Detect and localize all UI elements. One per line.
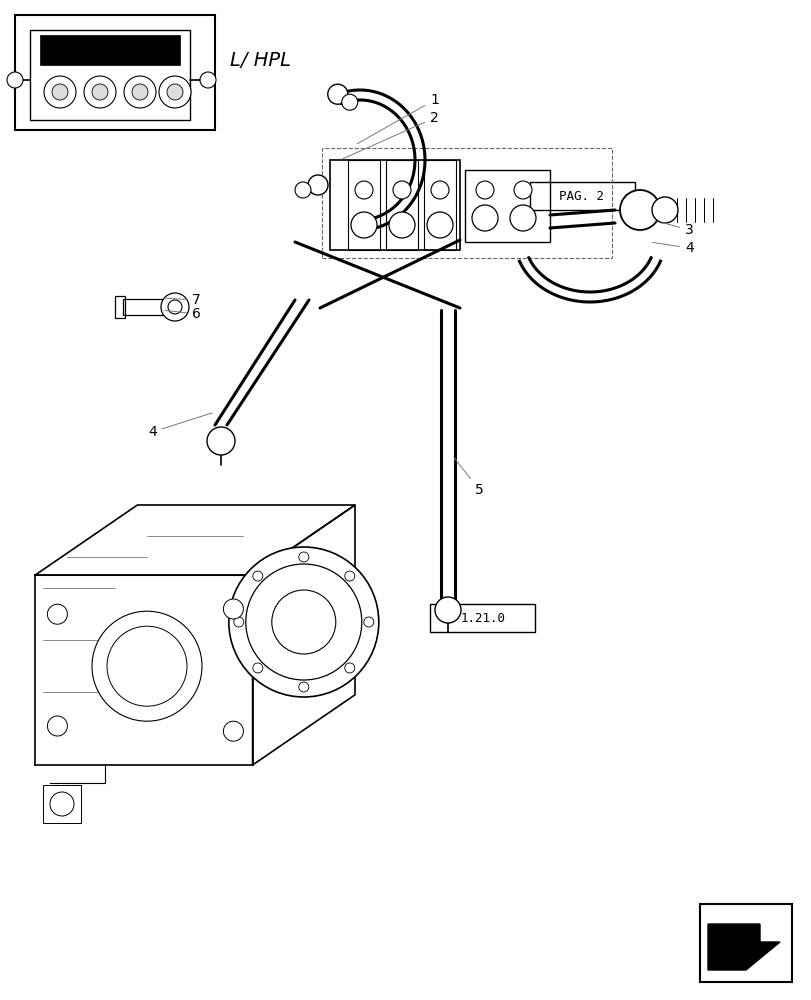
Circle shape [47, 604, 67, 624]
Text: 3: 3 [662, 223, 693, 237]
Bar [329, 160, 460, 250]
Text: 6: 6 [165, 307, 200, 321]
Text: 5: 5 [453, 457, 483, 497]
Bar [122, 299, 171, 315]
Circle shape [159, 76, 191, 108]
Bar [15, 15, 215, 130]
Circle shape [393, 181, 410, 199]
Circle shape [92, 84, 108, 100]
Bar [530, 182, 634, 210]
Circle shape [475, 181, 493, 199]
Circle shape [92, 611, 202, 721]
Bar [322, 148, 611, 258]
Circle shape [363, 617, 373, 627]
Bar [385, 160, 418, 250]
Circle shape [345, 663, 354, 673]
Circle shape [435, 597, 461, 623]
Circle shape [50, 792, 74, 816]
Bar [465, 170, 549, 242]
Text: PAG. 2: PAG. 2 [559, 190, 603, 203]
Circle shape [294, 182, 311, 198]
Circle shape [651, 197, 677, 223]
Circle shape [345, 571, 354, 581]
Circle shape [52, 84, 68, 100]
Circle shape [161, 293, 189, 321]
Circle shape [298, 682, 308, 692]
Circle shape [229, 547, 379, 697]
Circle shape [252, 663, 263, 673]
Circle shape [298, 552, 308, 562]
Circle shape [47, 716, 67, 736]
Circle shape [431, 181, 448, 199]
Circle shape [107, 626, 187, 706]
Circle shape [200, 72, 216, 88]
Circle shape [471, 205, 497, 231]
Circle shape [44, 76, 76, 108]
Circle shape [513, 181, 531, 199]
Circle shape [167, 84, 182, 100]
Circle shape [350, 212, 376, 238]
Circle shape [246, 564, 362, 680]
Bar [430, 604, 534, 632]
Text: 4: 4 [148, 413, 212, 439]
Bar [43, 785, 81, 823]
Text: 7: 7 [165, 293, 200, 307]
Circle shape [252, 571, 263, 581]
Circle shape [168, 300, 182, 314]
Text: 2: 2 [342, 111, 438, 159]
Polygon shape [707, 924, 779, 970]
Circle shape [132, 84, 148, 100]
Bar [40, 35, 180, 65]
Bar [30, 30, 190, 120]
Circle shape [354, 181, 372, 199]
Circle shape [427, 212, 453, 238]
Circle shape [272, 590, 336, 654]
Circle shape [509, 205, 535, 231]
Text: L/ HPL: L/ HPL [230, 51, 290, 70]
Circle shape [388, 212, 414, 238]
Bar [423, 160, 456, 250]
Circle shape [84, 76, 116, 108]
Bar [699, 904, 791, 982]
Circle shape [223, 721, 243, 741]
Circle shape [328, 84, 347, 104]
Bar [115, 296, 125, 318]
Circle shape [307, 175, 328, 195]
Circle shape [7, 72, 23, 88]
Bar [348, 160, 380, 250]
Circle shape [124, 76, 156, 108]
Circle shape [341, 94, 358, 110]
Text: 4: 4 [652, 241, 693, 255]
Text: 1: 1 [357, 93, 438, 144]
Circle shape [207, 427, 234, 455]
Circle shape [234, 617, 243, 627]
Circle shape [620, 190, 659, 230]
Text: 1.21.0: 1.21.0 [460, 611, 505, 624]
Circle shape [223, 599, 243, 619]
